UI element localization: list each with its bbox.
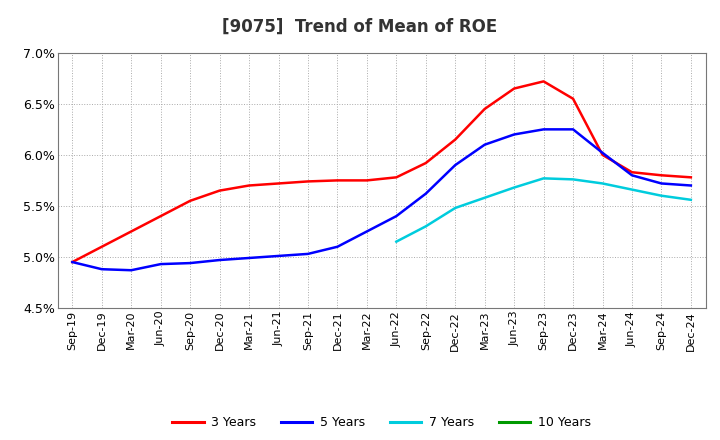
- Legend: 3 Years, 5 Years, 7 Years, 10 Years: 3 Years, 5 Years, 7 Years, 10 Years: [168, 411, 595, 434]
- Text: [9075]  Trend of Mean of ROE: [9075] Trend of Mean of ROE: [222, 18, 498, 36]
